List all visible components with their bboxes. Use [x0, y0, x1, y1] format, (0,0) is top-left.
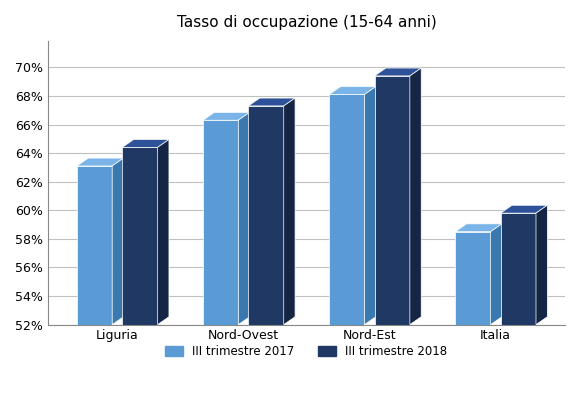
- Polygon shape: [329, 87, 376, 95]
- Title: Tasso di occupazione (15-64 anni): Tasso di occupazione (15-64 anni): [176, 15, 436, 30]
- Bar: [248, 106, 284, 325]
- Polygon shape: [158, 140, 169, 325]
- Polygon shape: [248, 98, 295, 106]
- Polygon shape: [364, 87, 376, 325]
- Polygon shape: [77, 158, 124, 166]
- Polygon shape: [375, 68, 421, 76]
- Bar: [77, 166, 112, 325]
- Polygon shape: [410, 68, 421, 325]
- Bar: [329, 95, 364, 325]
- Polygon shape: [491, 224, 502, 325]
- Bar: [203, 120, 238, 325]
- Polygon shape: [112, 158, 124, 325]
- Bar: [375, 76, 410, 325]
- Polygon shape: [536, 205, 548, 325]
- Polygon shape: [284, 98, 295, 325]
- Bar: [122, 148, 158, 325]
- Polygon shape: [238, 112, 249, 325]
- Polygon shape: [501, 205, 548, 213]
- Legend: III trimestre 2017, III trimestre 2018: III trimestre 2017, III trimestre 2018: [165, 345, 448, 358]
- Polygon shape: [455, 224, 502, 232]
- Bar: [455, 232, 491, 325]
- Polygon shape: [122, 140, 169, 148]
- Polygon shape: [203, 112, 249, 120]
- Bar: [501, 213, 536, 325]
